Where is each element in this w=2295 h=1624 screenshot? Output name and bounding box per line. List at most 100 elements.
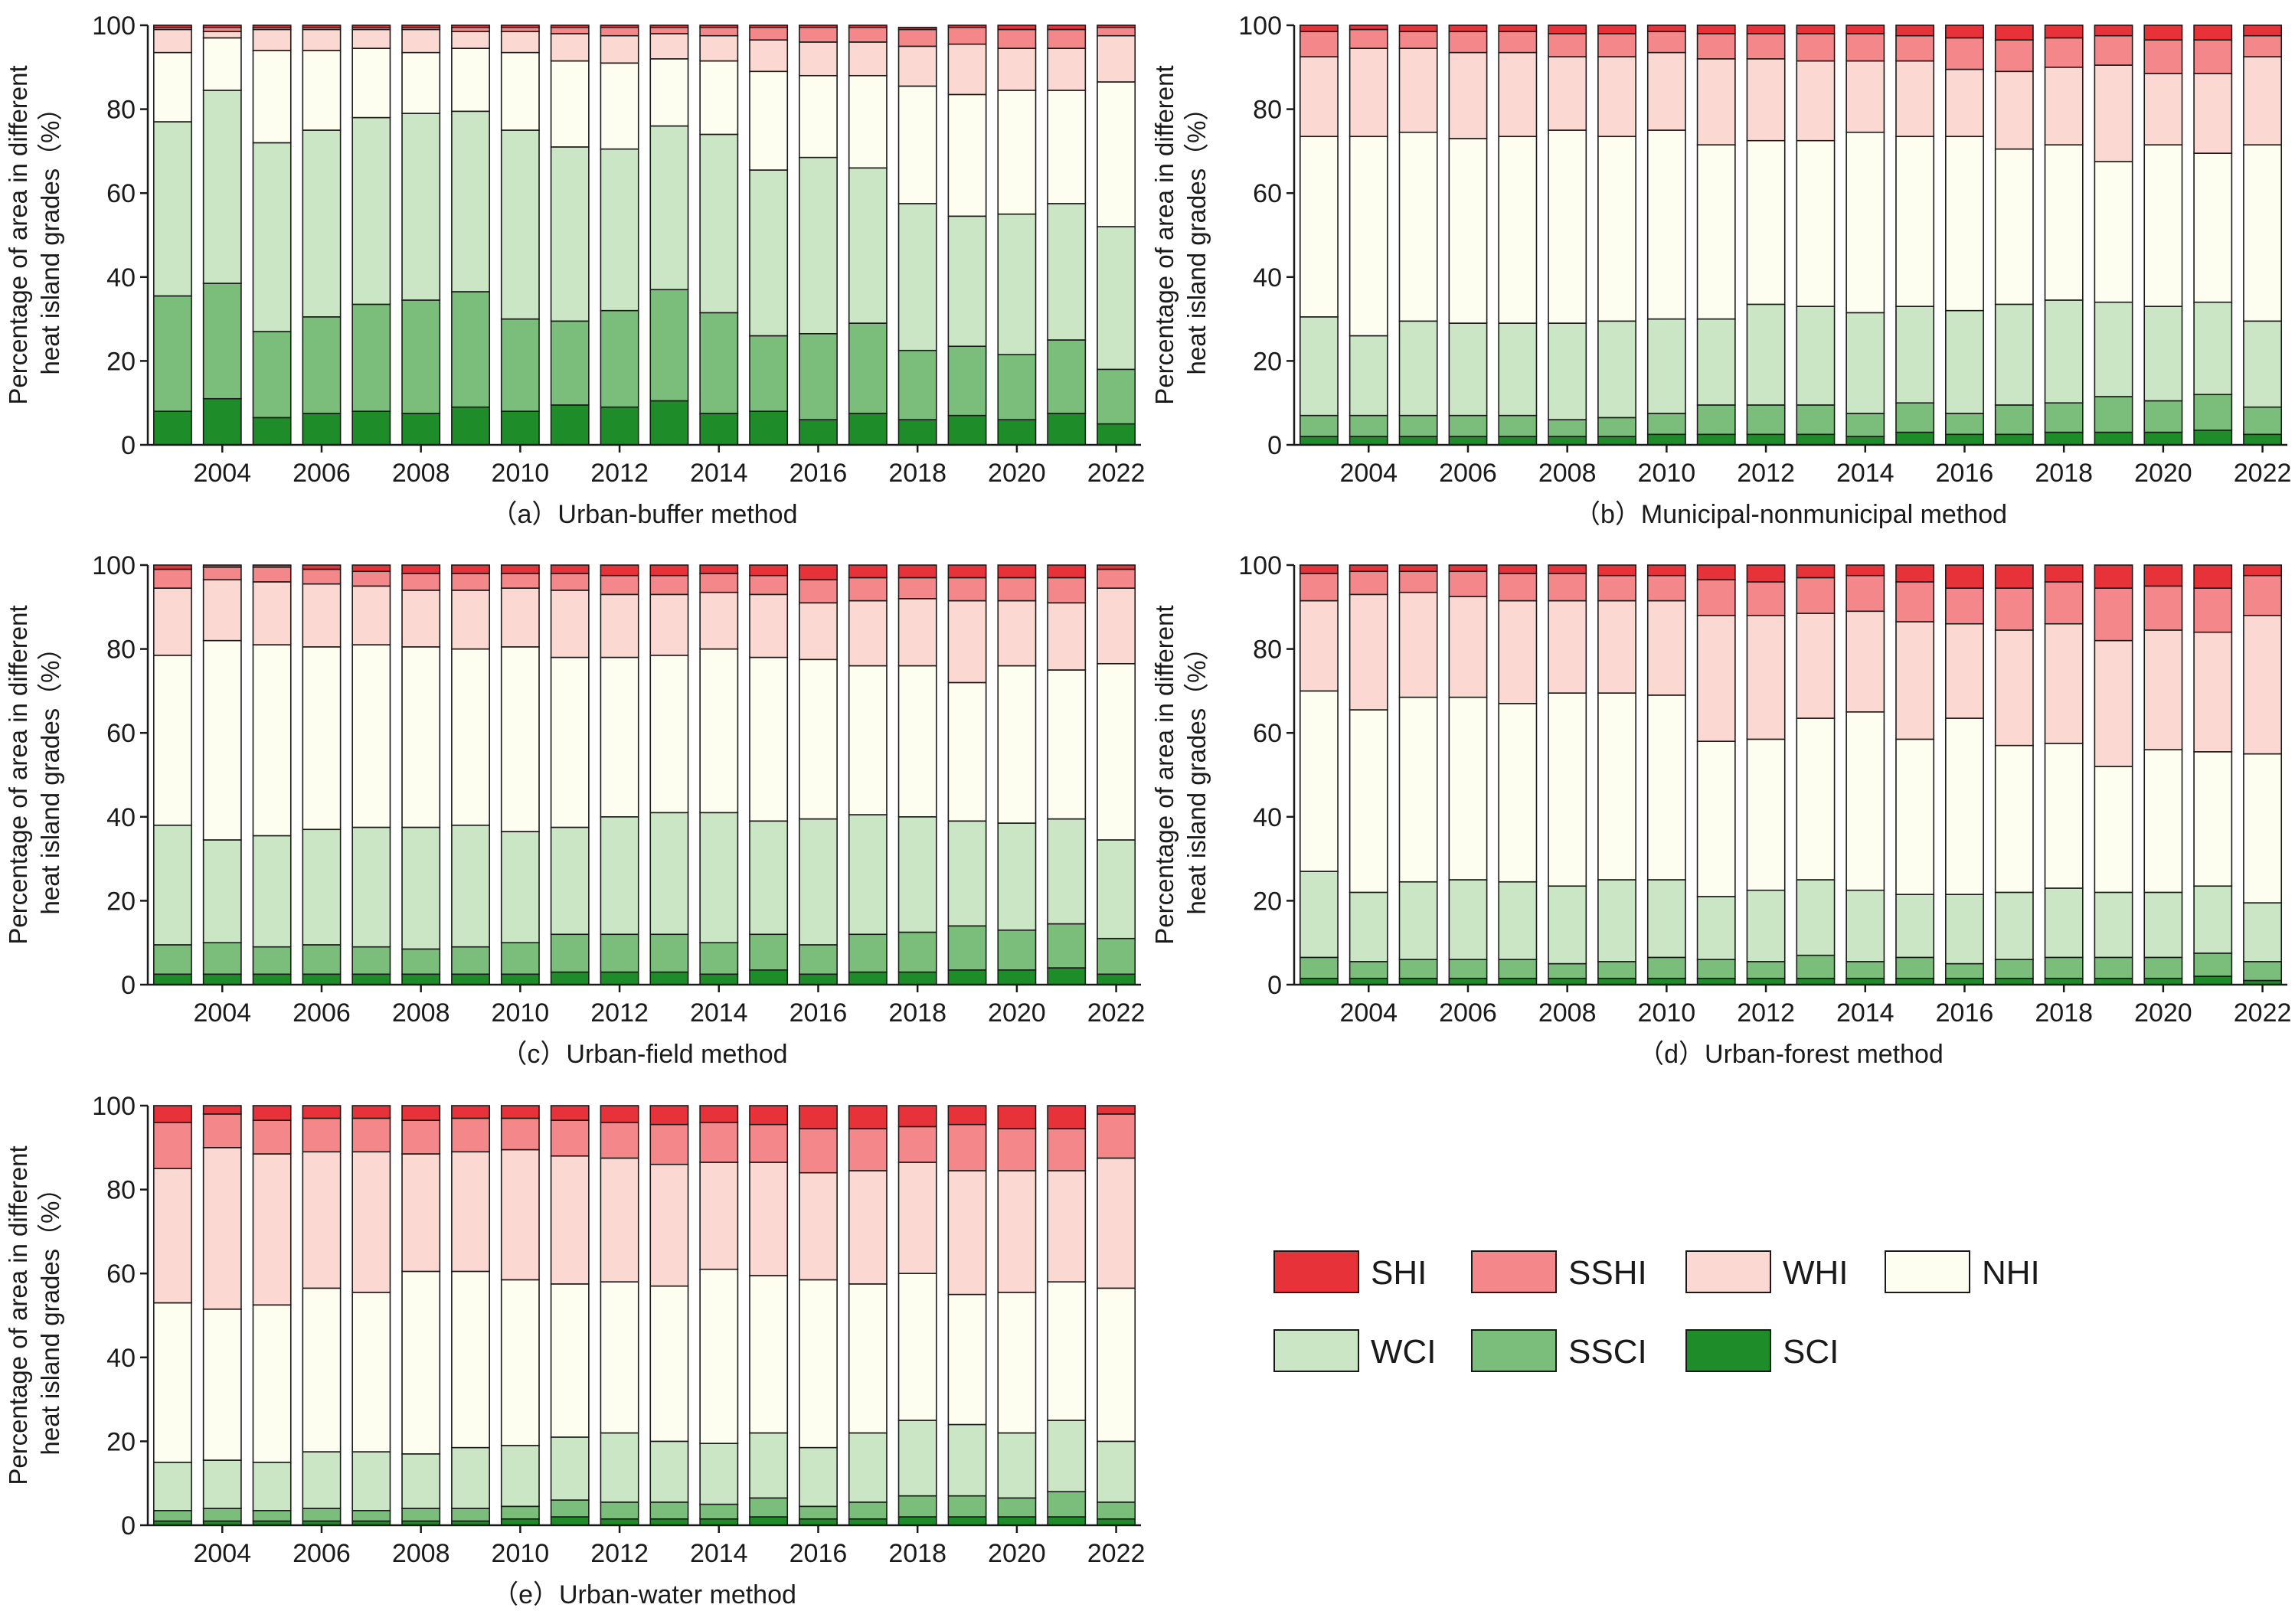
bar-segment-wci-2016 — [799, 156, 838, 335]
bar-segment-whi-2014 — [699, 34, 739, 62]
bar-segment-ssci-2007 — [351, 946, 391, 975]
bar-segment-wci-2008 — [1548, 322, 1587, 420]
bar-segment-sshi-2013 — [1796, 577, 1836, 614]
bar-segment-whi-2013 — [649, 593, 689, 656]
bar-segment-shi-2005 — [1398, 25, 1438, 33]
bar-segment-whi-2012 — [600, 34, 639, 64]
bar-segment-shi-2012 — [600, 1105, 639, 1123]
bar-segment-whi-2007 — [1498, 600, 1538, 704]
bar-segment-nhi-2017 — [848, 74, 888, 169]
bar-segment-ssci-2021 — [1047, 1491, 1087, 1518]
bar-segment-wci-2003 — [152, 824, 192, 946]
bar-segment-wci-2017 — [1994, 891, 2034, 960]
bar-segment-shi-2013 — [649, 564, 689, 577]
bar-segment-nhi-2007 — [351, 1292, 391, 1452]
legend-item-ssci: SSCI — [1471, 1329, 1647, 1372]
bar-segment-ssci-2019 — [2094, 396, 2133, 433]
bar-segment-sshi-2010 — [500, 26, 540, 33]
bar-segment-sshi-2003 — [1299, 573, 1339, 602]
y-tick-label: 0 — [1267, 431, 1282, 460]
bar-segment-whi-2005 — [252, 28, 292, 51]
bar-segment-shi-2018 — [897, 1105, 937, 1128]
bar-segment-ssci-2016 — [1945, 962, 1984, 979]
bar-segment-sshi-2013 — [649, 574, 689, 596]
bar-segment-shi-2008 — [401, 1105, 441, 1121]
x-tick-label: 2014 — [690, 998, 748, 1028]
bar-segment-shi-2008 — [1548, 564, 1587, 574]
bar-segment-sshi-2015 — [749, 1123, 789, 1163]
bar-segment-ssci-2016 — [799, 332, 838, 420]
bar-segment-ssci-2003 — [152, 295, 192, 412]
y-axis-title-line-1: Percentage of area in different — [4, 1145, 32, 1485]
bar-segment-wci-2021 — [1047, 203, 1087, 341]
bar-segment-sshi-2019 — [947, 577, 987, 602]
bar-segment-whi-2014 — [699, 591, 739, 650]
bar-segment-ssci-2011 — [1696, 959, 1736, 979]
bar-segment-whi-2020 — [2143, 629, 2183, 750]
bar-segment-nhi-2020 — [2143, 749, 2183, 894]
bar-segment-ssci-2010 — [500, 942, 540, 975]
bar-segment-shi-2016 — [799, 1105, 838, 1129]
bar-segment-sci-2011 — [550, 971, 590, 985]
bar-segment-nhi-2017 — [848, 1283, 888, 1434]
bar-segment-shi-2021 — [2193, 25, 2233, 41]
x-tick-label: 2010 — [492, 998, 550, 1028]
bar-segment-whi-2013 — [1796, 60, 1836, 142]
bar-segment-sci-2020 — [997, 419, 1037, 446]
bar-segment-sci-2022 — [1097, 423, 1136, 446]
bar-segment-nhi-2020 — [997, 665, 1037, 824]
bar-segment-whi-2017 — [1994, 70, 2034, 150]
bar-segment-wci-2014 — [1845, 889, 1885, 962]
bar-segment-ssci-2013 — [649, 1501, 689, 1520]
bar-segment-whi-2007 — [351, 28, 391, 49]
bar-segment-sshi-2020 — [997, 28, 1037, 49]
bar-segment-sci-2012 — [1746, 433, 1786, 446]
y-axis-title-line-2: heat island grades（%） — [1182, 95, 1211, 374]
y-tick-label: 100 — [1238, 11, 1282, 41]
bar-segment-sshi-2012 — [600, 1122, 639, 1159]
bar-segment-shi-2014 — [699, 25, 739, 28]
y-tick-label: 80 — [106, 96, 136, 125]
bar-segment-nhi-2007 — [351, 644, 391, 828]
y-axis-title-line-1: Percentage of area in different — [1150, 605, 1179, 944]
bar-segment-shi-2015 — [1895, 564, 1935, 583]
bar-segment-sci-2012 — [600, 971, 639, 985]
bar-segment-ssci-2015 — [1895, 402, 1935, 433]
bar-segment-nhi-2019 — [947, 1293, 987, 1426]
bar-segment-shi-2012 — [1746, 25, 1786, 34]
bar-segment-nhi-2008 — [401, 646, 441, 828]
bar-segment-ssci-2009 — [451, 946, 490, 975]
bar-segment-shi-2009 — [451, 25, 490, 28]
bar-segment-shi-2020 — [997, 25, 1037, 31]
bar-segment-sshi-2017 — [848, 26, 888, 43]
bar-segment-sshi-2014 — [699, 1122, 739, 1163]
bar-segment-shi-2021 — [1047, 564, 1087, 579]
bar-segment-ssci-2009 — [451, 1508, 490, 1522]
bar-segment-ssci-2016 — [799, 944, 838, 975]
bar-segment-ssci-2004 — [202, 1508, 242, 1522]
bar-segment-sshi-2014 — [699, 26, 739, 37]
bar-segment-sshi-2008 — [1548, 33, 1587, 57]
bar-segment-ssci-2012 — [600, 1501, 639, 1520]
bar-segment-nhi-2007 — [1498, 136, 1538, 324]
bar-segment-ssci-2006 — [1448, 959, 1488, 979]
bar-segment-whi-2011 — [550, 590, 590, 658]
y-tick-label: 20 — [106, 887, 136, 916]
bar-segment-wci-2018 — [2044, 299, 2084, 404]
bar-segment-whi-2017 — [1994, 629, 2034, 747]
bar-segment-whi-2008 — [401, 28, 441, 54]
bar-segment-nhi-2009 — [451, 1270, 490, 1449]
bar-segment-ssci-2014 — [699, 1503, 739, 1520]
bar-segment-sshi-2022 — [1097, 26, 1136, 37]
bar-segment-sshi-2008 — [401, 573, 441, 591]
bar-segment-sci-2009 — [451, 973, 490, 985]
bar-segment-sci-2015 — [749, 1516, 789, 1526]
bar-segment-nhi-2003 — [1299, 136, 1339, 318]
bar-segment-whi-2008 — [401, 1153, 441, 1273]
bar-segment-wci-2004 — [202, 1459, 242, 1509]
bar-segment-sshi-2010 — [500, 1117, 540, 1151]
bar-segment-sshi-2009 — [451, 573, 490, 591]
bar-segment-wci-2006 — [302, 129, 342, 318]
bar-segment-whi-2018 — [2044, 622, 2084, 744]
bar-segment-shi-2009 — [451, 564, 490, 574]
